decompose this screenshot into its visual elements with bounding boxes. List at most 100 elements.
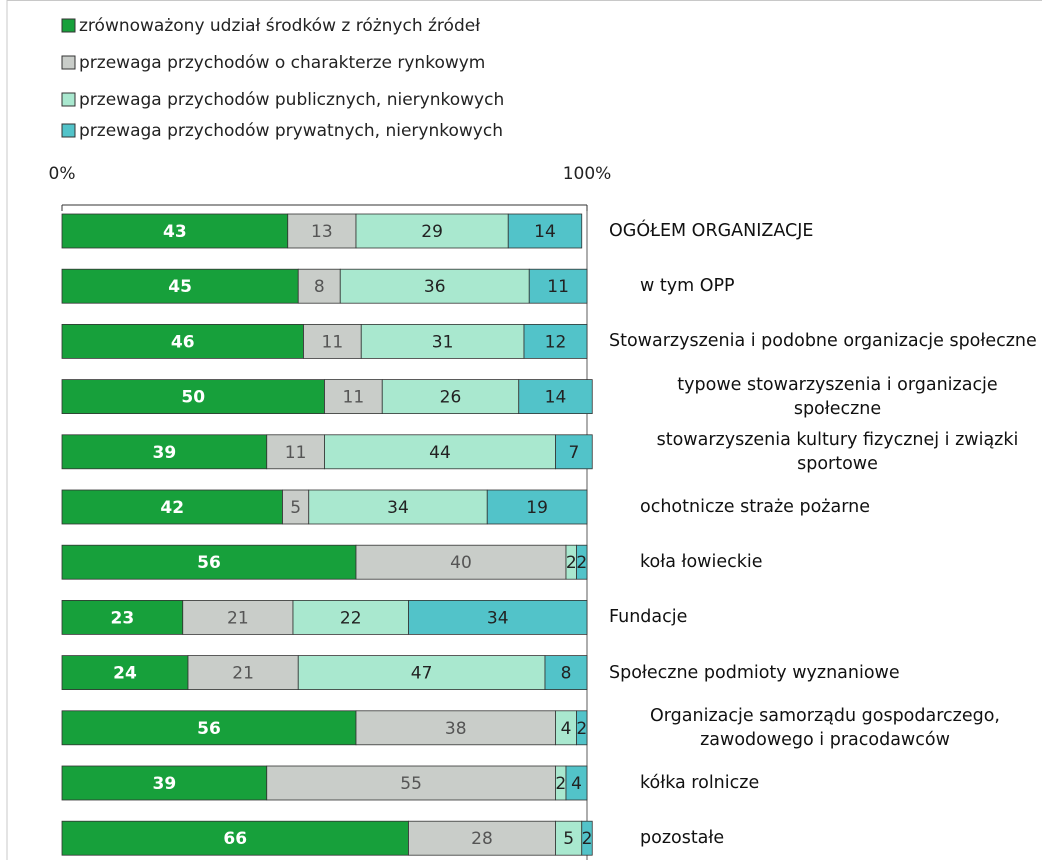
category-label: kółka rolnicze: [640, 773, 760, 793]
bar-segment: [266, 765, 556, 801]
value-label: 36: [424, 277, 446, 297]
bar-segment: [182, 600, 294, 635]
bar-segment: [61, 544, 357, 580]
value-label: 14: [534, 222, 556, 242]
bar-segment: [61, 323, 304, 359]
legend-swatch: [61, 92, 76, 107]
bar-segment: [324, 434, 556, 470]
value-label: 39: [153, 443, 177, 463]
value-label: 56: [197, 719, 221, 739]
value-label: 28: [471, 829, 493, 849]
bar-segment: [576, 544, 588, 580]
bar-segment: [61, 765, 268, 801]
value-label: 34: [487, 608, 509, 628]
category-label: koła łowieckie: [640, 552, 763, 573]
bar-segment: [61, 379, 325, 415]
value-label: 45: [168, 277, 192, 297]
bar-segment: [287, 213, 357, 249]
value-label: 46: [171, 332, 195, 352]
value-label: 39: [153, 774, 177, 794]
bar-segment: [282, 489, 310, 525]
bar-segment: [555, 434, 593, 470]
legend-swatch: [61, 18, 76, 33]
value-label: 24: [113, 664, 137, 684]
category-label: ochotnicze straże pożarne: [640, 497, 870, 517]
value-label: 43: [163, 222, 187, 242]
bar-segment: [581, 820, 593, 856]
value-label: 2: [576, 553, 587, 573]
value-label: 2: [555, 774, 566, 794]
bar-segment: [381, 379, 520, 415]
x-tick-label: 100%: [563, 164, 612, 184]
bar-segment: [544, 655, 588, 690]
bar-segment: [486, 489, 588, 525]
bar-segment: [187, 655, 299, 690]
value-label: 12: [545, 332, 567, 352]
category-label: typowe stowarzyszenia i organizacje społ…: [677, 374, 998, 419]
bar-segment: [61, 434, 268, 470]
value-label: 19: [526, 498, 548, 518]
value-label: 50: [181, 388, 205, 408]
value-label: 66: [223, 829, 247, 849]
value-label: 7: [568, 443, 579, 463]
value-label: 44: [429, 443, 451, 463]
value-label: 11: [285, 443, 307, 463]
value-label: 21: [232, 664, 254, 684]
bar-segment: [308, 489, 488, 525]
value-label: 8: [561, 664, 572, 684]
bar-segment: [518, 379, 593, 415]
bar-segment: [360, 323, 525, 359]
bar-segment: [266, 434, 325, 470]
value-label: 4: [561, 719, 572, 739]
value-label: 2: [576, 719, 587, 739]
value-label: 23: [111, 608, 135, 628]
value-label: 2: [582, 829, 593, 849]
value-label: 5: [563, 829, 574, 849]
value-label: 31: [432, 332, 454, 352]
value-label: 5: [290, 498, 301, 518]
value-label: 14: [545, 388, 567, 408]
value-label: 8: [314, 277, 325, 297]
bar-segment: [355, 710, 556, 746]
bar-segment: [297, 268, 341, 304]
value-label: 42: [160, 498, 184, 518]
bar-segment: [61, 489, 283, 525]
value-label: 34: [387, 498, 409, 518]
bar-segment: [576, 710, 588, 746]
bar-segment: [507, 213, 583, 249]
bar-segment: [523, 323, 588, 359]
category-label: Organizacje samorządu gospodarczego, zaw…: [650, 705, 1000, 750]
value-label: 26: [440, 388, 462, 408]
legend-swatch: [61, 123, 76, 138]
bar-segment: [61, 820, 409, 856]
category-label: Społeczne podmioty wyznaniowe: [609, 662, 900, 683]
bar-segment: [408, 600, 588, 635]
bar-segment: [61, 268, 299, 304]
bar-segment: [324, 379, 383, 415]
bar-segment: [528, 268, 588, 304]
category-label: OGÓŁEM ORGANIZACJE: [609, 221, 814, 241]
category-label: Stowarzyszenia i podobne organizacje spo…: [609, 331, 1037, 352]
bar-segment: [355, 213, 509, 249]
bar-segment: [408, 820, 556, 856]
value-label: 11: [343, 388, 365, 408]
legend-label: zrównoważony udział środków z różnych źr…: [79, 16, 480, 36]
value-label: 11: [547, 277, 569, 297]
value-label: 2: [566, 553, 577, 573]
legend-label: przewaga przychodów prywatnych, nierynko…: [79, 121, 503, 141]
value-label: 22: [340, 608, 362, 628]
x-tick-label: 0%: [49, 164, 76, 184]
value-label: 56: [197, 553, 221, 573]
bar-segment: [339, 268, 530, 304]
value-label: 38: [445, 719, 467, 739]
bar-segment: [565, 765, 588, 801]
value-label: 13: [311, 222, 333, 242]
category-label: w tym OPP: [640, 276, 735, 297]
bar-segment: [61, 655, 189, 690]
category-label: pozostałe: [640, 828, 725, 849]
value-label: 4: [571, 774, 582, 794]
legend-label: przewaga przychodów publicznych, nierynk…: [79, 90, 504, 110]
category-label: stowarzyszenia kultury fizycznej i związ…: [656, 429, 1019, 474]
